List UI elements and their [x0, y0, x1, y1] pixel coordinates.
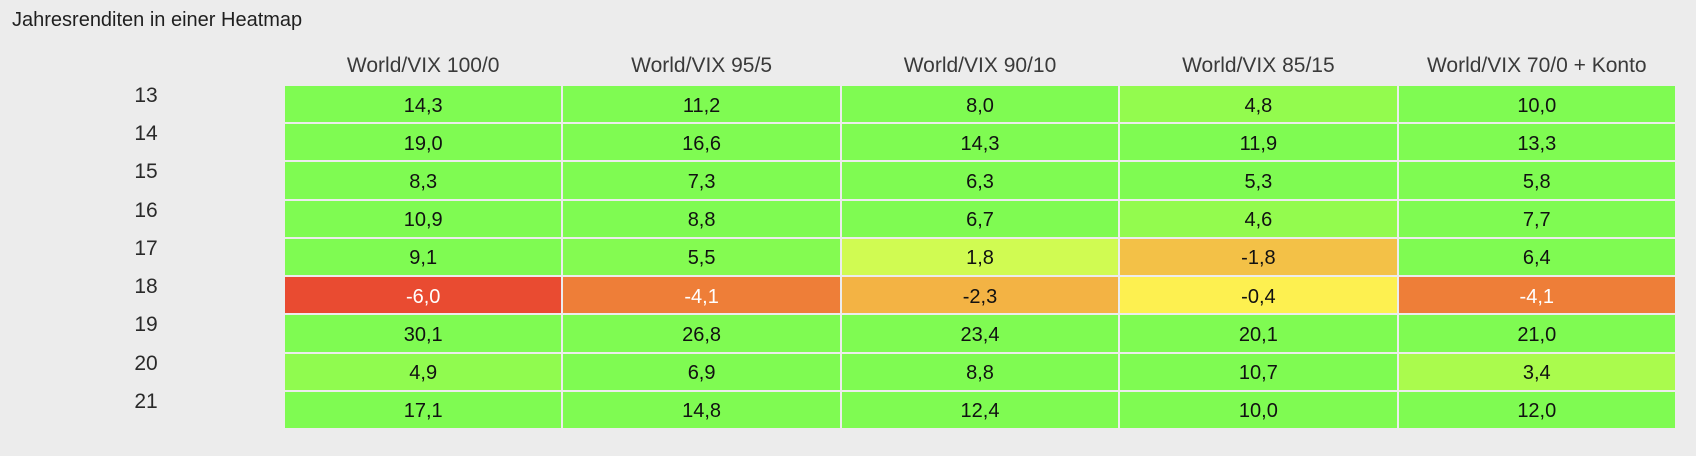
heatmap-cell: 11,2	[563, 86, 840, 123]
heatmap-cell: 30,1	[285, 315, 562, 352]
heatmap-cell: 6,4	[1398, 238, 1675, 276]
row-label: 16	[134, 198, 158, 222]
heatmap-cell: 5,8	[1398, 162, 1675, 199]
heatmap-cell: 21,0	[1398, 315, 1675, 352]
heatmap-cell: -4,1	[1398, 277, 1675, 314]
heatmap-cell: 14,3	[841, 124, 1119, 161]
heatmap-cell: 7,7	[1398, 200, 1675, 237]
row-label: 21	[134, 389, 158, 413]
heatmap-cell: 13,3	[1398, 124, 1675, 161]
heatmap-cell: 8,0	[841, 86, 1119, 123]
heatmap-cell: 4,6	[1120, 200, 1397, 237]
heatmap-cell: 14,8	[563, 391, 840, 428]
heatmap-cell: 12,0	[1398, 391, 1675, 428]
column-header: World/VIX 95/5	[631, 54, 773, 77]
heatmap-cell: 9,1	[285, 238, 562, 276]
heatmap-cell: -1,8	[1120, 238, 1397, 276]
heatmap-cell: 3,4	[1398, 353, 1675, 390]
heatmap-cell: 4,9	[285, 353, 562, 390]
heatmap-cell: -2,3	[841, 277, 1119, 314]
heatmap-cell: 20,1	[1120, 315, 1397, 352]
heatmap-cell: 11,9	[1120, 124, 1397, 161]
column-header: World/VIX 85/15	[1182, 54, 1335, 77]
row-label: 17	[134, 236, 158, 260]
row-label: 13	[134, 84, 158, 107]
heatmap-cell: 6,9	[563, 353, 840, 390]
heatmap-cell: 23,4	[841, 315, 1119, 352]
heatmap-cell: 16,6	[563, 124, 840, 161]
heatmap-cell: 10,9	[285, 200, 562, 237]
row-label: 19	[134, 313, 158, 337]
heatmap-cell: -0,4	[1120, 277, 1397, 314]
column-header: World/VIX 100/0	[346, 54, 500, 77]
heatmap-cell: 5,5	[563, 238, 840, 276]
heatmap-cell: 6,7	[841, 200, 1119, 237]
heatmap-cell: 10,0	[1120, 391, 1397, 428]
row-label: 15	[134, 160, 158, 184]
heatmap-cell: 8,3	[285, 162, 562, 199]
heatmap-grid: 14,3 11,2 8,0 4,8 10,0 19,0 16,6 14,3 11,9 13,3 8,…	[285, 86, 1675, 428]
heatmap-cell: 8,8	[841, 353, 1119, 390]
heatmap-cell: 5,3	[1120, 162, 1397, 199]
chart-title: Jahresrenditen in einer Heatmap	[12, 9, 303, 31]
heatmap-cell: 12,4	[841, 391, 1119, 428]
column-header: World/VIX 90/10	[903, 54, 1057, 77]
column-header: World/VIX 70/0 + Konto	[1426, 54, 1647, 77]
heatmap-cell: 6,3	[841, 162, 1119, 199]
heatmap-cell: 10,0	[1398, 86, 1675, 123]
heatmap-cell: -4,1	[563, 277, 840, 314]
heatmap-cell: 10,7	[1120, 353, 1397, 390]
heatmap-cell: 19,0	[285, 124, 562, 161]
heatmap-cell: 1,8	[841, 238, 1119, 276]
row-label: 20	[134, 351, 158, 375]
heatmap-cell: 7,3	[563, 162, 840, 199]
heatmap-cell: 8,8	[563, 200, 840, 237]
row-label: 14	[134, 122, 158, 146]
heatmap-cell: 26,8	[563, 315, 840, 352]
heatmap-cell: 17,1	[285, 391, 562, 428]
row-label: 18	[134, 275, 158, 299]
heatmap-cell: 14,3	[285, 86, 562, 123]
heatmap-cell: -6,0	[285, 277, 562, 314]
heatmap-cell: 4,8	[1120, 86, 1397, 123]
